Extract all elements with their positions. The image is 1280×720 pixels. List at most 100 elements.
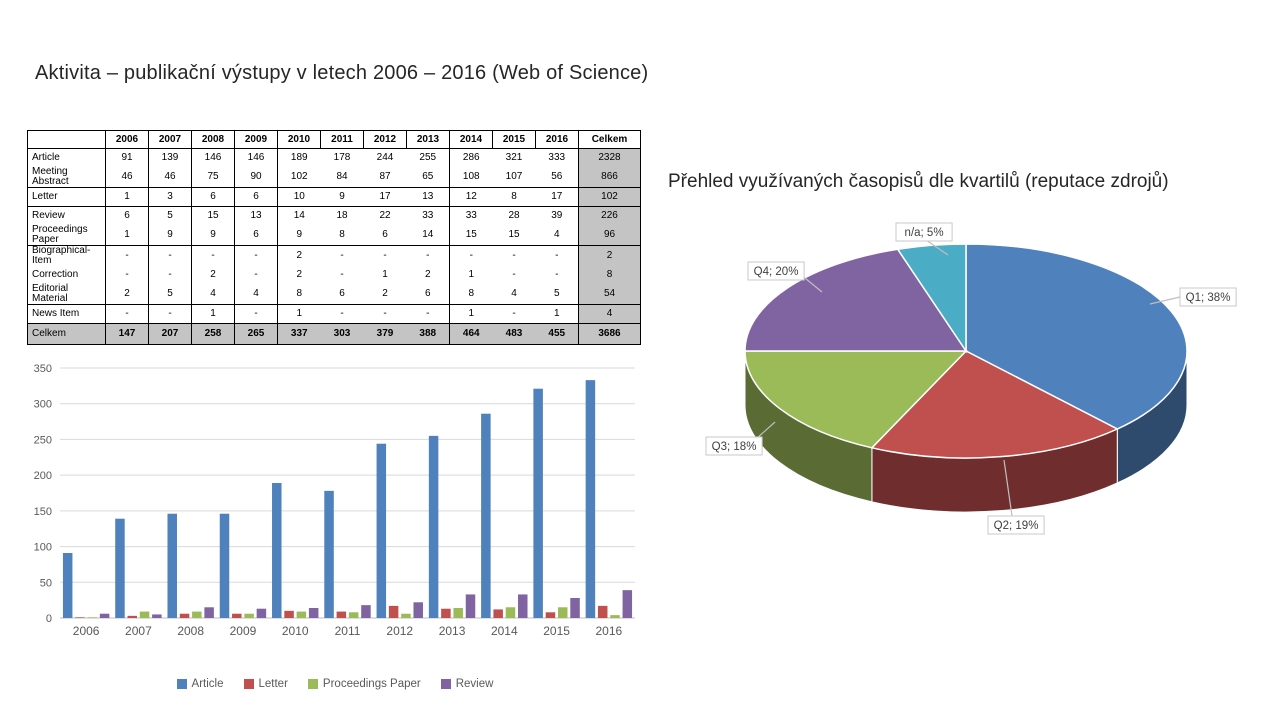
legend-label: Proceedings Paper [322, 678, 421, 690]
table-row: Review 6 5 15 13 14 18 22 33 33 28 39 226 [27, 206, 641, 225]
bar-letter [127, 615, 138, 618]
pie-label: n/a; 5% [905, 227, 944, 239]
bar-review [518, 594, 528, 618]
pie-label: Q2; 19% [994, 520, 1039, 532]
bar-review [570, 598, 580, 618]
table-cell: 87 [363, 167, 407, 188]
bar-review [413, 602, 423, 618]
table-cell: 5 [148, 284, 192, 305]
table-cell: - [340, 269, 344, 280]
bar-letter [441, 608, 451, 618]
y-axis-tick-label: 300 [34, 399, 52, 411]
legend-item: Review [440, 678, 494, 690]
x-axis-tick-label: 2014 [491, 624, 518, 638]
table-cell: 226 [578, 206, 641, 225]
bar-article [481, 413, 491, 618]
table-cell: - [105, 304, 149, 324]
x-axis-tick-label: 2012 [386, 624, 413, 638]
table-cell: 6 [191, 187, 235, 207]
table-cell: - [234, 245, 278, 266]
table-cell: 13 [406, 187, 450, 207]
bar-review [308, 608, 319, 618]
table-cell: 2 [578, 245, 641, 266]
pie-label-box [895, 222, 953, 242]
row-label: Correction [27, 266, 106, 284]
y-axis-tick-label: 0 [46, 613, 52, 625]
bar-review [256, 608, 267, 618]
pie-slice-n-a [896, 243, 967, 354]
y-axis-tick-label: 100 [34, 542, 52, 554]
bar-letter [388, 605, 399, 618]
table-cell: 146 [191, 148, 235, 167]
table-cell: - [320, 304, 364, 324]
table-cell: 8 [492, 187, 536, 207]
table-cell: 464 [449, 323, 493, 345]
table-cell: 4 [234, 284, 278, 305]
pie-label: Q3; 18% [712, 441, 757, 453]
x-axis-tick-label: 2010 [282, 624, 309, 638]
table-row: Letter 1 3 6 6 10 9 17 13 12 8 17 102 [27, 187, 641, 207]
table-cell: 22 [379, 210, 391, 221]
table-cell: 102 [578, 187, 641, 207]
column-header: 2007 [148, 130, 192, 149]
bar-article [376, 443, 387, 618]
table-cell: 379 [363, 323, 407, 345]
column-header: 2008 [191, 130, 235, 149]
table-row: Meeting Abstract 46 46 75 90 102 84 87 65 108 107 5… [27, 167, 641, 188]
table-header-row: 2006 2007 2008 2009 2010 2011 2012 2013 2014 2015… [27, 130, 641, 149]
table-cell: 1 [468, 269, 475, 280]
legend-label: Article [191, 678, 224, 690]
table-cell: 258 [191, 323, 235, 345]
table-cell: 28 [508, 210, 520, 221]
bar-review [465, 594, 476, 618]
bar-review [361, 605, 371, 618]
x-axis-tick-label: 2008 [177, 624, 204, 638]
table-cell: 9 [148, 225, 192, 246]
column-header: 2014 [449, 130, 493, 149]
table-cell: 84 [320, 167, 364, 188]
bar-letter [75, 617, 85, 618]
row-label: Meeting Abstract [27, 167, 106, 188]
bar-proceedings-paper [348, 612, 359, 618]
legend-swatch-icon [307, 679, 318, 689]
slide-title-right: Přehled využívaných časopisů dle kvartil… [668, 171, 1169, 192]
table-cell: - [340, 250, 344, 261]
table-cell: 1 [105, 187, 149, 207]
table-cell: - [363, 304, 407, 324]
x-axis-tick-label: 2011 [335, 624, 361, 638]
table-cell: - [469, 250, 473, 261]
table-cell: 15 [492, 225, 536, 246]
table-cell: - [406, 304, 450, 324]
table-cell: 388 [406, 323, 450, 345]
bar-article [219, 513, 230, 618]
bar-review [622, 590, 633, 618]
bar-review [152, 614, 162, 618]
pie-slice-q2 [870, 350, 1120, 459]
table-row: News Item - -1-1- - -1-1 4 [27, 304, 641, 324]
table-cell: 2 [191, 266, 235, 284]
table-cell: - [492, 304, 536, 324]
table-cell: 102 [277, 167, 321, 188]
column-header: 2015 [492, 130, 536, 149]
x-axis-tick-label: 2009 [230, 624, 257, 638]
column-header: 2016 [535, 130, 579, 149]
bar-review [99, 613, 110, 618]
pie-label-box [1179, 287, 1237, 307]
bar-proceedings-paper [192, 611, 202, 618]
table-cell: 33 [406, 206, 450, 225]
table-cell: 17 [535, 187, 579, 207]
bar-proceedings-paper [244, 613, 254, 618]
table-cell: 333 [535, 148, 579, 167]
bar-article [585, 380, 596, 618]
table-cell: - [148, 304, 192, 324]
bar-letter [493, 609, 503, 618]
table-cell: - [512, 269, 516, 280]
legend-label: Review [455, 678, 494, 690]
bar-proceedings-paper [139, 611, 150, 618]
table-cell: 6 [105, 206, 149, 225]
table-cell: 255 [406, 148, 450, 167]
table-cell: - [191, 245, 235, 266]
table-cell: 178 [333, 152, 351, 163]
table-row: Editorial Material 2 5 4 4 8 6 2 6 8 4 5 54 [27, 284, 641, 305]
legend-swatch-icon [176, 679, 187, 689]
